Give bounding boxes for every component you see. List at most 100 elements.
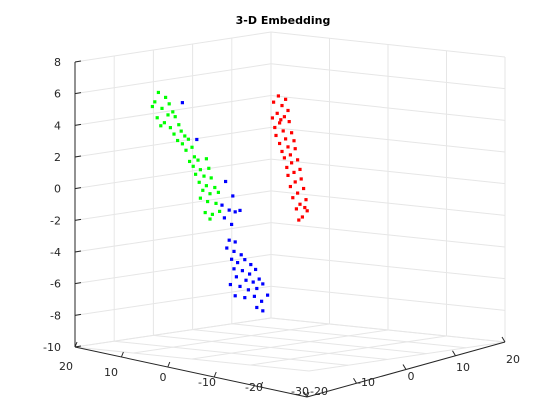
scatter-point bbox=[280, 149, 284, 154]
scatter-point bbox=[278, 141, 282, 146]
scatter-point bbox=[292, 170, 296, 175]
scatter-point bbox=[227, 238, 231, 242]
z-tick-mark bbox=[74, 282, 82, 285]
scatter-point bbox=[159, 124, 163, 128]
scatter-point bbox=[278, 121, 282, 125]
x-tick-mark bbox=[213, 371, 217, 378]
scatter-point bbox=[192, 155, 196, 159]
scatter-point bbox=[291, 196, 295, 200]
scatter-point bbox=[275, 111, 279, 115]
scatter-point bbox=[179, 129, 183, 133]
z-tick-label: -8 bbox=[50, 309, 61, 322]
z-tick-mark bbox=[74, 345, 82, 348]
scatter-point bbox=[209, 176, 213, 180]
z-tick-label: -4 bbox=[50, 246, 61, 259]
y-tick-mark bbox=[402, 364, 407, 370]
scatter-point bbox=[184, 148, 188, 152]
x-tick-mark bbox=[74, 341, 78, 348]
scatter-point bbox=[294, 207, 298, 211]
scatter-point bbox=[197, 180, 201, 184]
y-tick-mark bbox=[501, 336, 506, 343]
scatter-point bbox=[296, 158, 300, 162]
scatter-point bbox=[233, 294, 237, 298]
scatter-point bbox=[216, 190, 220, 194]
scatter-point bbox=[252, 294, 256, 298]
scatter-point bbox=[198, 168, 202, 172]
scatter-point bbox=[239, 253, 243, 257]
x-tick-mark bbox=[306, 391, 310, 398]
z-tick-mark bbox=[74, 155, 82, 158]
grid-lines bbox=[74, 31, 506, 372]
data-points bbox=[150, 90, 309, 313]
scatter-point bbox=[232, 267, 236, 271]
grid-line-z bbox=[74, 158, 272, 190]
z-tick-mark bbox=[74, 218, 82, 221]
grid-line-y-floor bbox=[133, 323, 330, 354]
axes bbox=[74, 60, 506, 398]
scatter-point bbox=[304, 198, 308, 202]
scatter-point bbox=[293, 180, 297, 184]
scatter-point bbox=[298, 202, 302, 206]
scatter-point bbox=[224, 179, 228, 184]
z-tick-label: -6 bbox=[50, 278, 61, 291]
scatter-point bbox=[243, 258, 247, 262]
scatter-point bbox=[260, 299, 264, 303]
z-tick-label: 6 bbox=[54, 88, 61, 101]
x-tick-label: 0 bbox=[160, 371, 167, 384]
scatter-point bbox=[186, 137, 190, 141]
scatter-point bbox=[228, 282, 232, 287]
scatter-point bbox=[206, 199, 210, 204]
scatter-point bbox=[194, 172, 198, 176]
grid-line-y-floor bbox=[74, 317, 272, 348]
scatter-point bbox=[254, 267, 258, 272]
z-tick-mark bbox=[74, 60, 82, 63]
grid-line-z bbox=[74, 126, 272, 158]
scatter-point bbox=[155, 116, 159, 120]
grid-line-z bbox=[74, 63, 272, 95]
scatter-point bbox=[282, 115, 286, 119]
y-tick-mark bbox=[353, 377, 357, 384]
scatter-point bbox=[180, 101, 184, 105]
y-tick-label: 20 bbox=[506, 353, 520, 366]
scatter-point bbox=[238, 208, 242, 213]
scatter-point bbox=[160, 106, 164, 110]
scatter-point bbox=[227, 208, 231, 212]
y-tick-label: -20 bbox=[310, 385, 328, 398]
y-tick-label: -10 bbox=[357, 376, 375, 389]
scatter-point bbox=[273, 125, 277, 130]
scatter-point bbox=[299, 177, 303, 181]
scatter-point bbox=[246, 288, 250, 292]
scatter-point bbox=[266, 293, 270, 297]
scatter-point bbox=[305, 209, 309, 213]
scatter-point bbox=[222, 216, 226, 220]
y-tick-mark bbox=[303, 391, 308, 398]
scatter-point bbox=[176, 138, 180, 143]
z-tick-label: -2 bbox=[50, 214, 61, 227]
x-tick-label: -10 bbox=[198, 376, 216, 389]
scatter-point bbox=[251, 280, 255, 284]
scatter-point bbox=[166, 113, 170, 117]
scatter-point bbox=[156, 90, 160, 95]
scatter-point bbox=[284, 97, 288, 101]
scatter-point bbox=[230, 257, 234, 261]
scatter-point bbox=[233, 210, 237, 214]
scatter-point bbox=[208, 217, 212, 221]
scatter-point bbox=[231, 194, 235, 198]
scatter-point bbox=[272, 100, 276, 104]
z-tick-mark bbox=[74, 313, 82, 316]
scatter-point bbox=[287, 120, 291, 124]
scatter-point bbox=[280, 103, 284, 108]
z-tick-mark bbox=[74, 187, 82, 190]
scatter-point bbox=[290, 131, 294, 135]
scatter-point bbox=[302, 186, 306, 191]
scatter-point bbox=[298, 167, 302, 172]
scatter-point bbox=[213, 185, 217, 190]
scatter-point bbox=[270, 116, 274, 120]
scatter-point bbox=[300, 215, 304, 219]
y-tick-label: 0 bbox=[408, 370, 415, 383]
scatter-point bbox=[255, 286, 259, 291]
scatter-point bbox=[286, 108, 290, 113]
z-tick-label: 8 bbox=[54, 56, 61, 69]
